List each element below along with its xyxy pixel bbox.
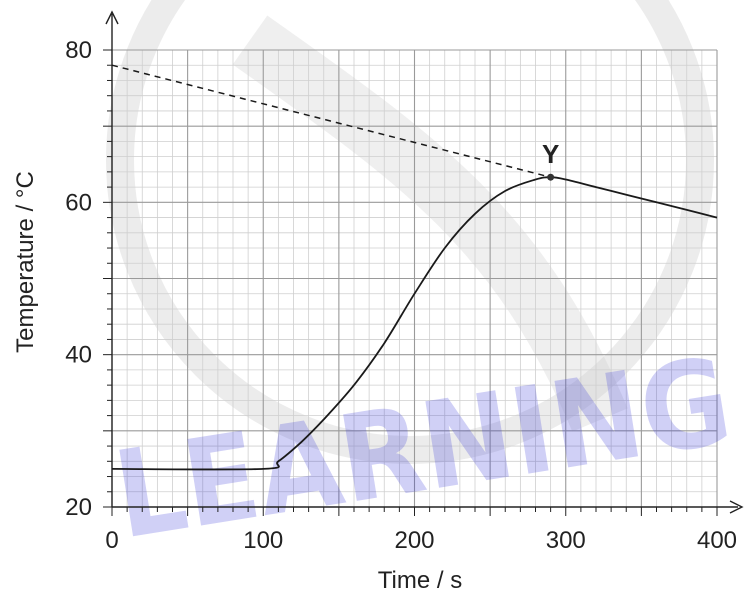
y-tick-label: 40 xyxy=(65,342,92,369)
x-tick-label: 200 xyxy=(394,527,434,554)
x-tick-label: 300 xyxy=(546,527,586,554)
point-y-label: Y xyxy=(542,139,559,169)
annotations: Y xyxy=(542,139,559,181)
tick-marks xyxy=(103,49,718,516)
x-tick-label: 400 xyxy=(697,527,737,554)
x-tick-label: 100 xyxy=(243,527,283,554)
y-tick-labels: 20 40 60 80 xyxy=(65,37,92,521)
y-axis-arrow-icon xyxy=(105,10,119,25)
y-tick-label: 20 xyxy=(65,494,92,521)
series-layer xyxy=(111,64,718,471)
temperature-curve xyxy=(111,176,718,471)
extrapolation-dashed-line xyxy=(111,64,551,178)
y-tick-label: 60 xyxy=(65,189,92,216)
x-axis-title: Time / s xyxy=(378,567,462,594)
x-tick-label: 0 xyxy=(105,527,118,554)
y-axis-title: Temperature / °C xyxy=(12,171,39,353)
x-axis-arrow-icon xyxy=(729,500,744,514)
point-y-marker xyxy=(547,173,555,181)
y-tick-label: 80 xyxy=(65,37,92,64)
x-tick-labels: 0 100 200 300 400 xyxy=(105,527,737,554)
major-gridlines xyxy=(111,49,718,508)
watermark-ring xyxy=(106,0,714,464)
